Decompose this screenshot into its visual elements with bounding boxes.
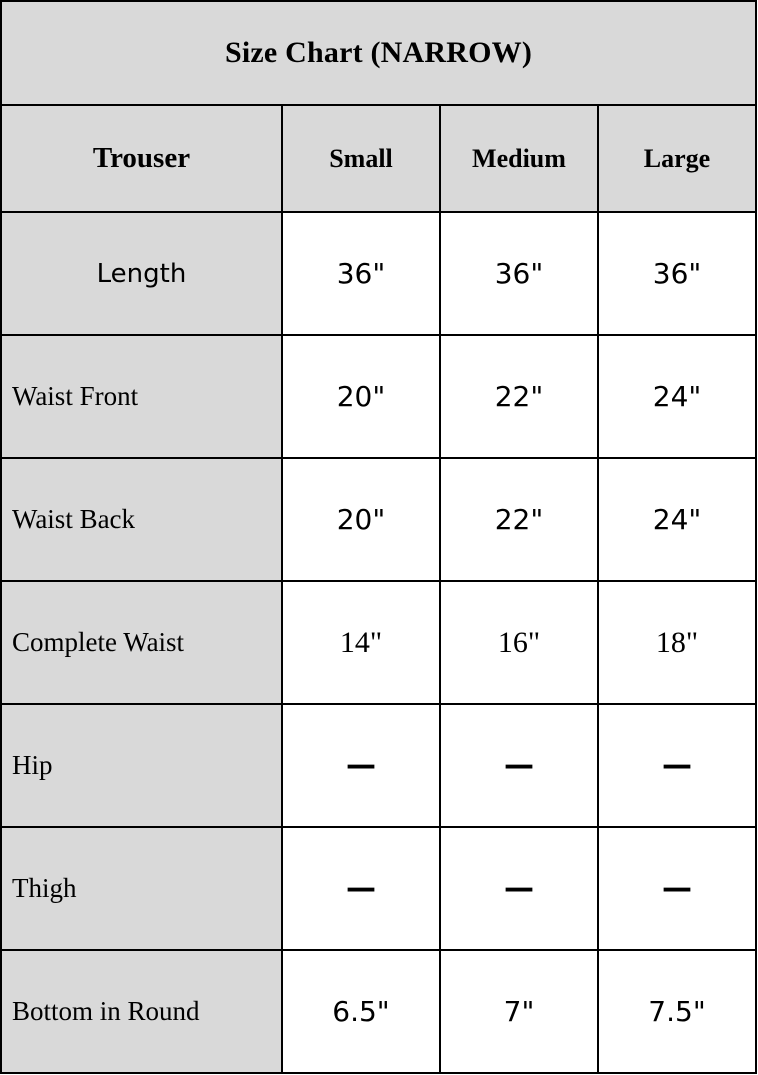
cell-waist-back-large: 24" [596, 457, 758, 582]
header-row: Trouser Small Medium Large [0, 104, 758, 213]
cell-waist-back-medium: 22" [439, 457, 599, 582]
row-label-length: Length [0, 211, 283, 336]
cell-complete-waist-small: 14" [281, 580, 441, 705]
cell-length-large: 36" [596, 211, 758, 336]
table-row: Bottom in Round 6.5" 7" 7.5" [0, 949, 758, 1074]
column-header-medium: Medium [439, 104, 599, 213]
cell-length-small: 36" [281, 211, 441, 336]
cell-complete-waist-large: 18" [596, 580, 758, 705]
cell-length-medium: 36" [439, 211, 599, 336]
table-row: Thigh — — — [0, 826, 758, 951]
cell-waist-front-small: 20" [281, 334, 441, 459]
table-row: Hip — — — [0, 703, 758, 828]
title-row: Size Chart (NARROW) [0, 0, 758, 106]
cell-thigh-small: — [281, 826, 441, 951]
cell-bottom-in-round-medium: 7" [439, 949, 599, 1074]
cell-thigh-large: — [596, 826, 758, 951]
chart-title: Size Chart (NARROW) [0, 0, 758, 106]
cell-waist-back-small: 20" [281, 457, 441, 582]
table-row: Waist Front 20" 22" 24" [0, 334, 758, 459]
table-row: Waist Back 20" 22" 24" [0, 457, 758, 582]
column-header-small: Small [281, 104, 441, 213]
table-row: Length 36" 36" 36" [0, 211, 758, 336]
cell-complete-waist-medium: 16" [439, 580, 599, 705]
cell-hip-large: — [596, 703, 758, 828]
column-header-large: Large [596, 104, 758, 213]
row-label-waist-front: Waist Front [0, 334, 283, 459]
row-label-hip: Hip [0, 703, 283, 828]
cell-bottom-in-round-small: 6.5" [281, 949, 441, 1074]
cell-thigh-medium: — [439, 826, 599, 951]
row-label-complete-waist: Complete Waist [0, 580, 283, 705]
cell-hip-small: — [281, 703, 441, 828]
table-row: Complete Waist 14" 16" 18" [0, 580, 758, 705]
cell-waist-front-medium: 22" [439, 334, 599, 459]
row-label-bottom-in-round: Bottom in Round [0, 949, 283, 1074]
column-header-trouser: Trouser [0, 104, 283, 213]
cell-waist-front-large: 24" [596, 334, 758, 459]
cell-bottom-in-round-large: 7.5" [596, 949, 758, 1074]
cell-hip-medium: — [439, 703, 599, 828]
row-label-waist-back: Waist Back [0, 457, 283, 582]
row-label-thigh: Thigh [0, 826, 283, 951]
